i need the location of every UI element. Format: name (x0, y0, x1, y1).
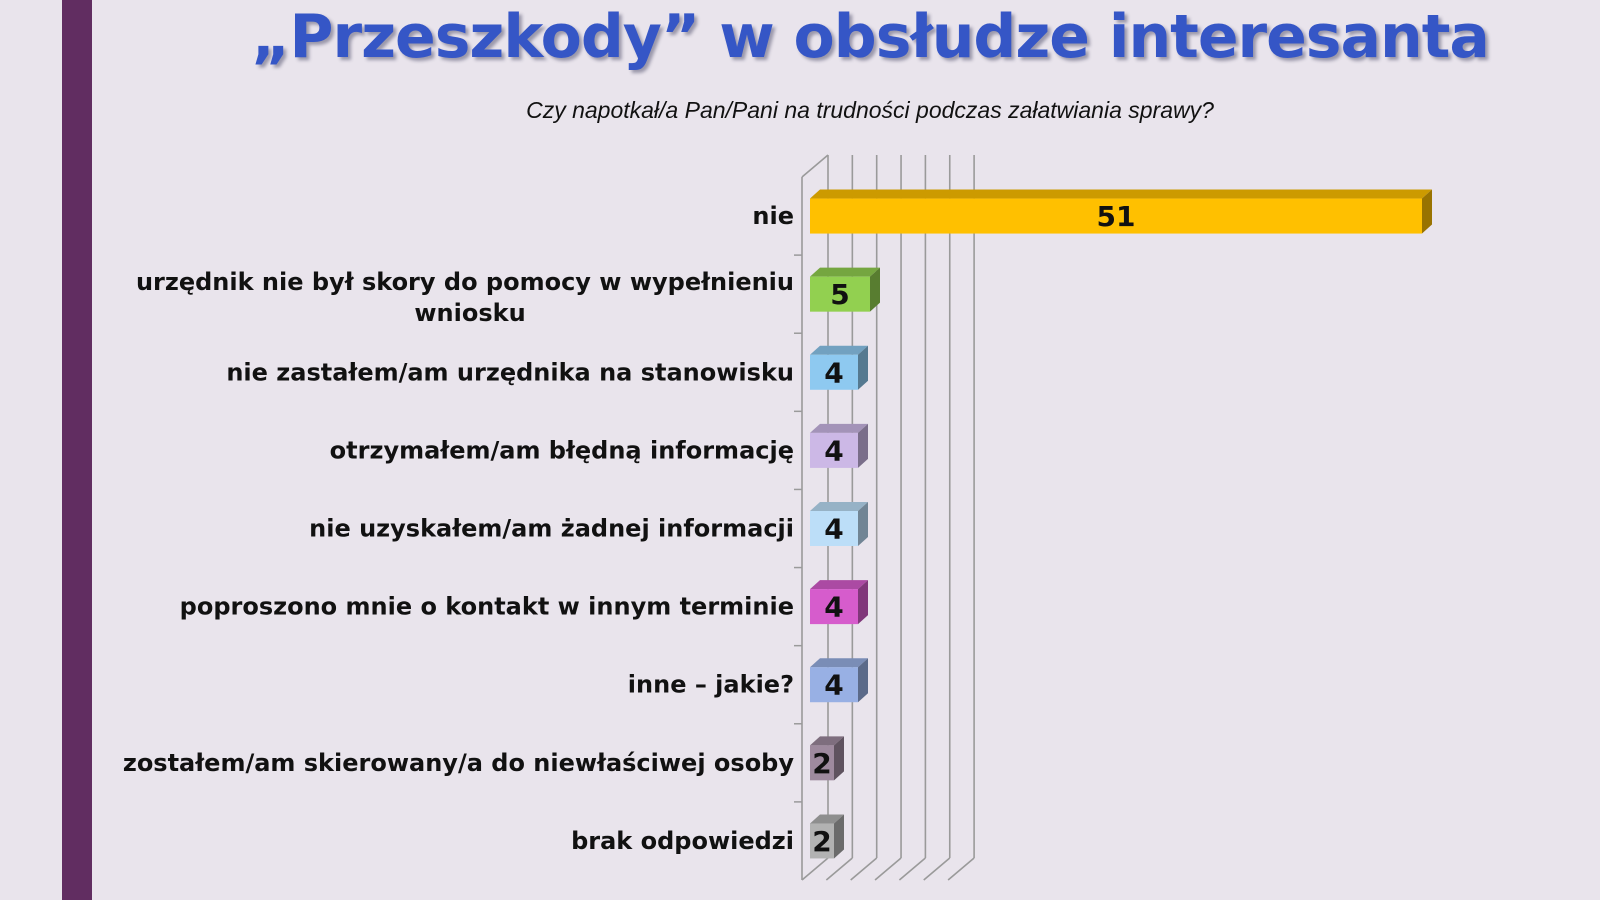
value-label: 2 (812, 825, 831, 858)
bar (810, 589, 858, 625)
value-label: 5 (830, 278, 849, 311)
category-label: brak odpowiedzi (571, 827, 794, 855)
bar (810, 511, 858, 546)
bar (810, 198, 1422, 234)
gridline-floor (898, 857, 926, 881)
chart-subtitle: Czy napotkał/a Pan/Pani na trudności pod… (526, 97, 1214, 123)
category-label: otrzymałem/am błędną informację (330, 436, 794, 464)
category-label-line: wniosku (414, 299, 525, 327)
gridline-floor (923, 857, 951, 881)
bar-side (858, 502, 868, 546)
bar (810, 276, 870, 312)
value-label: 4 (824, 591, 843, 624)
bar-top (810, 423, 868, 433)
gridline-floor (947, 857, 975, 881)
bar-top (810, 580, 868, 590)
bar-side (858, 345, 868, 390)
bar-side (870, 267, 880, 312)
category-label: poproszono mnie o kontakt w innym termin… (180, 593, 794, 621)
category-label-line: urzędnik nie był skory do pomocy w wypeł… (136, 268, 794, 296)
category-label: nie uzyskałem/am żadnej informacji (309, 515, 794, 543)
bar-side (858, 658, 868, 703)
gridline-floor (874, 857, 902, 881)
value-label: 2 (812, 747, 831, 780)
bar-top (810, 814, 844, 824)
bar-top (810, 267, 880, 277)
category-label: urzędnik nie był skory do pomocy w wypeł… (136, 268, 794, 327)
value-label: 4 (824, 356, 843, 389)
bar-side (834, 736, 844, 781)
gridline-floor (801, 857, 829, 881)
bar-side (834, 814, 844, 859)
bar-top (810, 502, 868, 511)
value-label: 4 (824, 513, 843, 546)
axis-line-top (801, 154, 829, 178)
bar-side (858, 580, 868, 625)
bar-top (810, 189, 1432, 199)
side-accent-bar (62, 0, 92, 900)
value-label: 4 (824, 669, 843, 702)
page-title: „Przeszkody” w obsłudze interesanta (251, 2, 1490, 72)
bar (810, 667, 858, 703)
value-label: 51 (1097, 200, 1136, 233)
bar-top (810, 658, 868, 668)
bar-top (810, 736, 844, 746)
category-label: inne – jakie? (628, 671, 794, 699)
bar (810, 823, 834, 859)
gridline-floor (850, 857, 878, 881)
bar (810, 745, 834, 781)
value-label: 4 (824, 434, 843, 467)
bar-side (858, 423, 868, 468)
bar-top (810, 345, 868, 355)
gridline-floor (825, 857, 853, 881)
category-label: nie zastałem/am urzędnika na stanowisku (226, 358, 794, 386)
category-label: zostałem/am skierowany/a do niewłaściwej… (123, 749, 795, 777)
bar (810, 432, 858, 468)
category-label: nie (752, 202, 794, 230)
bar (810, 354, 858, 390)
bar-side (1422, 189, 1432, 234)
